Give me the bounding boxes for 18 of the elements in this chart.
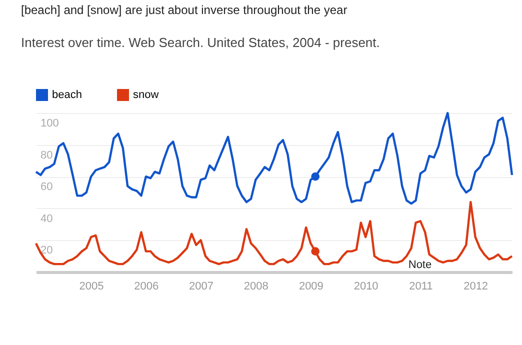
chart-title: [beach] and [snow] are just about inverse throughout the year	[21, 3, 348, 17]
y-tick-label: 60	[40, 181, 53, 194]
x-tick-label: 2011	[409, 280, 433, 292]
x-tick-label: 2008	[244, 280, 268, 292]
legend-label: snow	[133, 89, 159, 101]
x-tick-label: 2009	[298, 280, 324, 292]
y-tick-label: 80	[40, 149, 53, 162]
x-tick-label: 2007	[189, 280, 214, 292]
legend-label: beach	[52, 89, 82, 101]
y-tick-label: 20	[40, 244, 53, 257]
y-tick-label: 100	[40, 118, 59, 130]
x-tick-label: 2005	[79, 280, 104, 292]
x-tick-label: 2006	[134, 280, 159, 292]
y-tick-label: 40	[40, 212, 53, 225]
annotation: Note	[408, 259, 432, 271]
chart-subtitle: Interest over time. Web Search. United States, 2004 - present.	[21, 35, 380, 50]
x-tick-label: 2012	[464, 280, 488, 292]
x-tick-label: 2010	[354, 280, 378, 292]
